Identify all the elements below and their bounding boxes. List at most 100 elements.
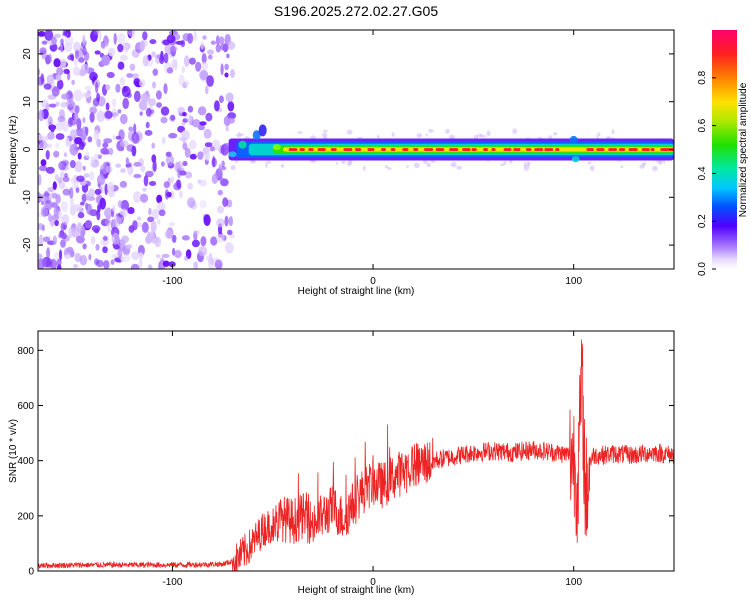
noise-blob bbox=[104, 110, 113, 119]
faint-blob bbox=[553, 132, 558, 136]
noise-blob bbox=[133, 78, 141, 87]
noise-blob bbox=[38, 68, 41, 76]
noise-blob bbox=[63, 68, 70, 75]
noise-blob bbox=[197, 151, 204, 160]
noise-blob bbox=[222, 197, 229, 208]
noise-blob bbox=[44, 30, 54, 41]
noise-blob bbox=[140, 165, 146, 172]
noise-blob bbox=[75, 127, 83, 137]
noise-blob bbox=[224, 215, 229, 227]
faint-blob bbox=[413, 162, 420, 169]
noise-blob bbox=[61, 93, 70, 100]
noise-blob bbox=[108, 47, 116, 57]
noise-blob bbox=[199, 69, 209, 81]
noise-blob bbox=[76, 118, 82, 130]
signal-core-segment bbox=[471, 148, 477, 151]
noise-blob bbox=[119, 76, 126, 86]
noise-blob bbox=[201, 53, 207, 65]
x-tick-label: 0 bbox=[370, 577, 376, 588]
noise-blob bbox=[137, 222, 142, 228]
noise-blob bbox=[145, 170, 154, 178]
noise-blob bbox=[38, 31, 46, 37]
noise-blob bbox=[177, 125, 186, 133]
faint-blob bbox=[587, 161, 592, 165]
noise-blob bbox=[95, 243, 100, 251]
signal-core-segment bbox=[555, 148, 560, 151]
noise-blob bbox=[159, 55, 165, 65]
signal-blob bbox=[228, 151, 237, 158]
noise-blob bbox=[48, 115, 53, 126]
noise-blob bbox=[46, 258, 53, 269]
faint-blob bbox=[620, 165, 624, 168]
noise-blob bbox=[55, 142, 60, 149]
noise-blob bbox=[204, 152, 210, 161]
noise-blob bbox=[220, 178, 229, 187]
noise-blob bbox=[63, 152, 68, 158]
noise-blob bbox=[94, 188, 102, 195]
noise-blob bbox=[59, 42, 63, 54]
noise-blob bbox=[184, 55, 190, 67]
noise-blob bbox=[121, 253, 131, 263]
noise-blob bbox=[44, 192, 50, 197]
signal-core-segment bbox=[483, 148, 488, 151]
noise-blob bbox=[115, 163, 122, 168]
noise-blob bbox=[149, 181, 157, 186]
noise-blob bbox=[78, 57, 85, 63]
noise-blob bbox=[147, 264, 153, 269]
noise-blob bbox=[66, 246, 74, 254]
x-tick-label: 100 bbox=[565, 276, 582, 287]
x-tick-label: 0 bbox=[370, 276, 376, 287]
snr-plot-area bbox=[38, 339, 674, 571]
noise-blob bbox=[230, 68, 235, 79]
noise-blob bbox=[151, 208, 160, 220]
noise-blob bbox=[104, 183, 108, 196]
noise-blob bbox=[152, 160, 157, 172]
noise-blob bbox=[96, 110, 105, 123]
noise-blob bbox=[68, 101, 77, 113]
noise-blob bbox=[142, 187, 147, 192]
noise-blob bbox=[129, 63, 136, 71]
noise-blob bbox=[195, 61, 202, 72]
noise-blob bbox=[147, 98, 157, 107]
noise-blob bbox=[169, 46, 178, 52]
noise-blob bbox=[106, 71, 115, 79]
noise-blob bbox=[103, 260, 110, 269]
noise-blob bbox=[200, 41, 205, 50]
noise-blob bbox=[140, 93, 149, 102]
y-tick-label: 600 bbox=[17, 401, 34, 412]
signal-core-segment bbox=[343, 148, 353, 151]
noise-blob bbox=[182, 33, 191, 42]
noise-blob bbox=[40, 206, 49, 218]
noise-blob bbox=[200, 61, 209, 71]
signal-core-segment bbox=[534, 148, 543, 151]
signal-band-yellow bbox=[282, 147, 674, 152]
faint-blob bbox=[321, 132, 328, 139]
noise-blob bbox=[38, 139, 44, 149]
noise-blob bbox=[187, 105, 194, 113]
noise-blob bbox=[73, 58, 78, 67]
noise-blob bbox=[163, 83, 168, 95]
faint-blob bbox=[362, 165, 366, 171]
noise-blob bbox=[142, 31, 148, 41]
noise-blob bbox=[64, 173, 68, 178]
signal-core-segment bbox=[367, 148, 375, 151]
colorbar bbox=[712, 30, 737, 269]
noise-blob bbox=[193, 30, 198, 42]
noise-blob bbox=[164, 229, 173, 239]
noise-blob bbox=[52, 235, 57, 245]
signal-core-segment bbox=[435, 148, 444, 151]
noise-blob bbox=[224, 72, 229, 78]
faint-blob bbox=[384, 165, 389, 169]
signal-core-segment bbox=[288, 148, 298, 151]
noise-blob bbox=[72, 66, 81, 76]
signal-core-segment bbox=[308, 148, 314, 151]
signal-core-segment bbox=[503, 148, 512, 151]
y-tick-label: 200 bbox=[17, 511, 34, 522]
noise-blob bbox=[69, 53, 74, 60]
noise-blob bbox=[170, 176, 175, 184]
noise-blob bbox=[203, 128, 212, 139]
noise-blob bbox=[133, 173, 142, 179]
noise-blob bbox=[131, 251, 140, 261]
noise-blob bbox=[38, 133, 43, 141]
